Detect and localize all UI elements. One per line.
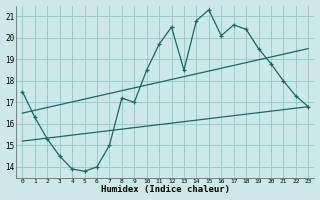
X-axis label: Humidex (Indice chaleur): Humidex (Indice chaleur) [101, 185, 230, 194]
